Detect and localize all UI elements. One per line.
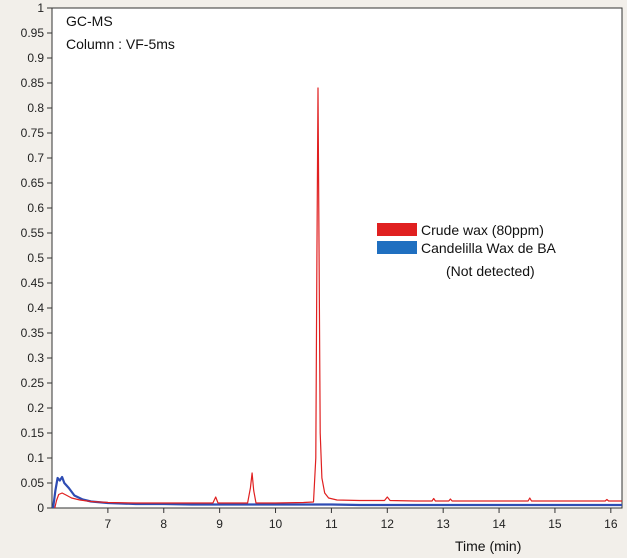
- x-tick-label: 16: [604, 517, 618, 531]
- y-tick-label: 0.9: [27, 51, 44, 65]
- y-tick-label: 0.2: [27, 401, 44, 415]
- y-tick-label: 0.05: [21, 476, 45, 490]
- y-tick-label: 0.75: [21, 126, 45, 140]
- y-tick-label: 0.4: [27, 301, 44, 315]
- x-tick-label: 15: [548, 517, 562, 531]
- y-tick-label: 0: [37, 501, 44, 515]
- x-tick-label: 7: [105, 517, 112, 531]
- y-tick-label: 0.7: [27, 151, 44, 165]
- y-tick-label: 1: [37, 1, 44, 15]
- y-tick-label: 0.5: [27, 251, 44, 265]
- x-tick-label: 11: [325, 517, 338, 531]
- series-line-crude-wax: [54, 87, 622, 509]
- x-axis-title: Time (min): [455, 538, 521, 554]
- x-tick-label: 13: [436, 517, 450, 531]
- legend-swatch-candelilla-wax: [377, 241, 417, 254]
- y-axis: 0 0.05 0.1 0.15 0.2 0.25 0.3 0.35 0.4 0.45 0.5 0.55…: [21, 1, 52, 515]
- y-tick-label: 0.6: [27, 201, 44, 215]
- plot-area: [51, 7, 623, 509]
- legend: Crude wax (80ppm) Candelilla Wax de BA (…: [377, 222, 557, 279]
- legend-note: (Not detected): [446, 263, 535, 279]
- y-tick-label: 0.45: [21, 276, 45, 290]
- y-tick-label: 0.65: [21, 176, 45, 190]
- x-tick-label: 8: [160, 517, 167, 531]
- y-tick-label: 0.8: [27, 101, 44, 115]
- legend-label-crude-wax: Crude wax (80ppm): [421, 222, 544, 238]
- series-line-candelilla-wax: [52, 475, 622, 509]
- y-tick-label: 0.35: [21, 326, 45, 340]
- x-axis: 7 8 9 10 11 12 13 14 15 16: [105, 508, 618, 531]
- legend-label-candelilla-wax: Candelilla Wax de BA: [421, 240, 557, 256]
- x-tick-label: 14: [492, 517, 506, 531]
- y-tick-label: 0.3: [27, 351, 44, 365]
- series-layer: [52, 87, 622, 509]
- y-tick-label: 0.25: [21, 376, 45, 390]
- y-tick-label: 0.1: [27, 451, 44, 465]
- x-tick-label: 9: [216, 517, 223, 531]
- legend-swatch-crude-wax: [377, 223, 417, 236]
- x-tick-label: 10: [269, 517, 283, 531]
- y-tick-label: 0.55: [21, 226, 45, 240]
- y-tick-label: 0.85: [21, 76, 45, 90]
- chart-annotation-column: Column : VF-5ms: [66, 36, 175, 52]
- x-tick-label: 12: [381, 517, 395, 531]
- y-tick-label: 0.15: [21, 426, 45, 440]
- y-tick-label: 0.95: [21, 26, 45, 40]
- chart-annotation-method: GC-MS: [66, 13, 113, 29]
